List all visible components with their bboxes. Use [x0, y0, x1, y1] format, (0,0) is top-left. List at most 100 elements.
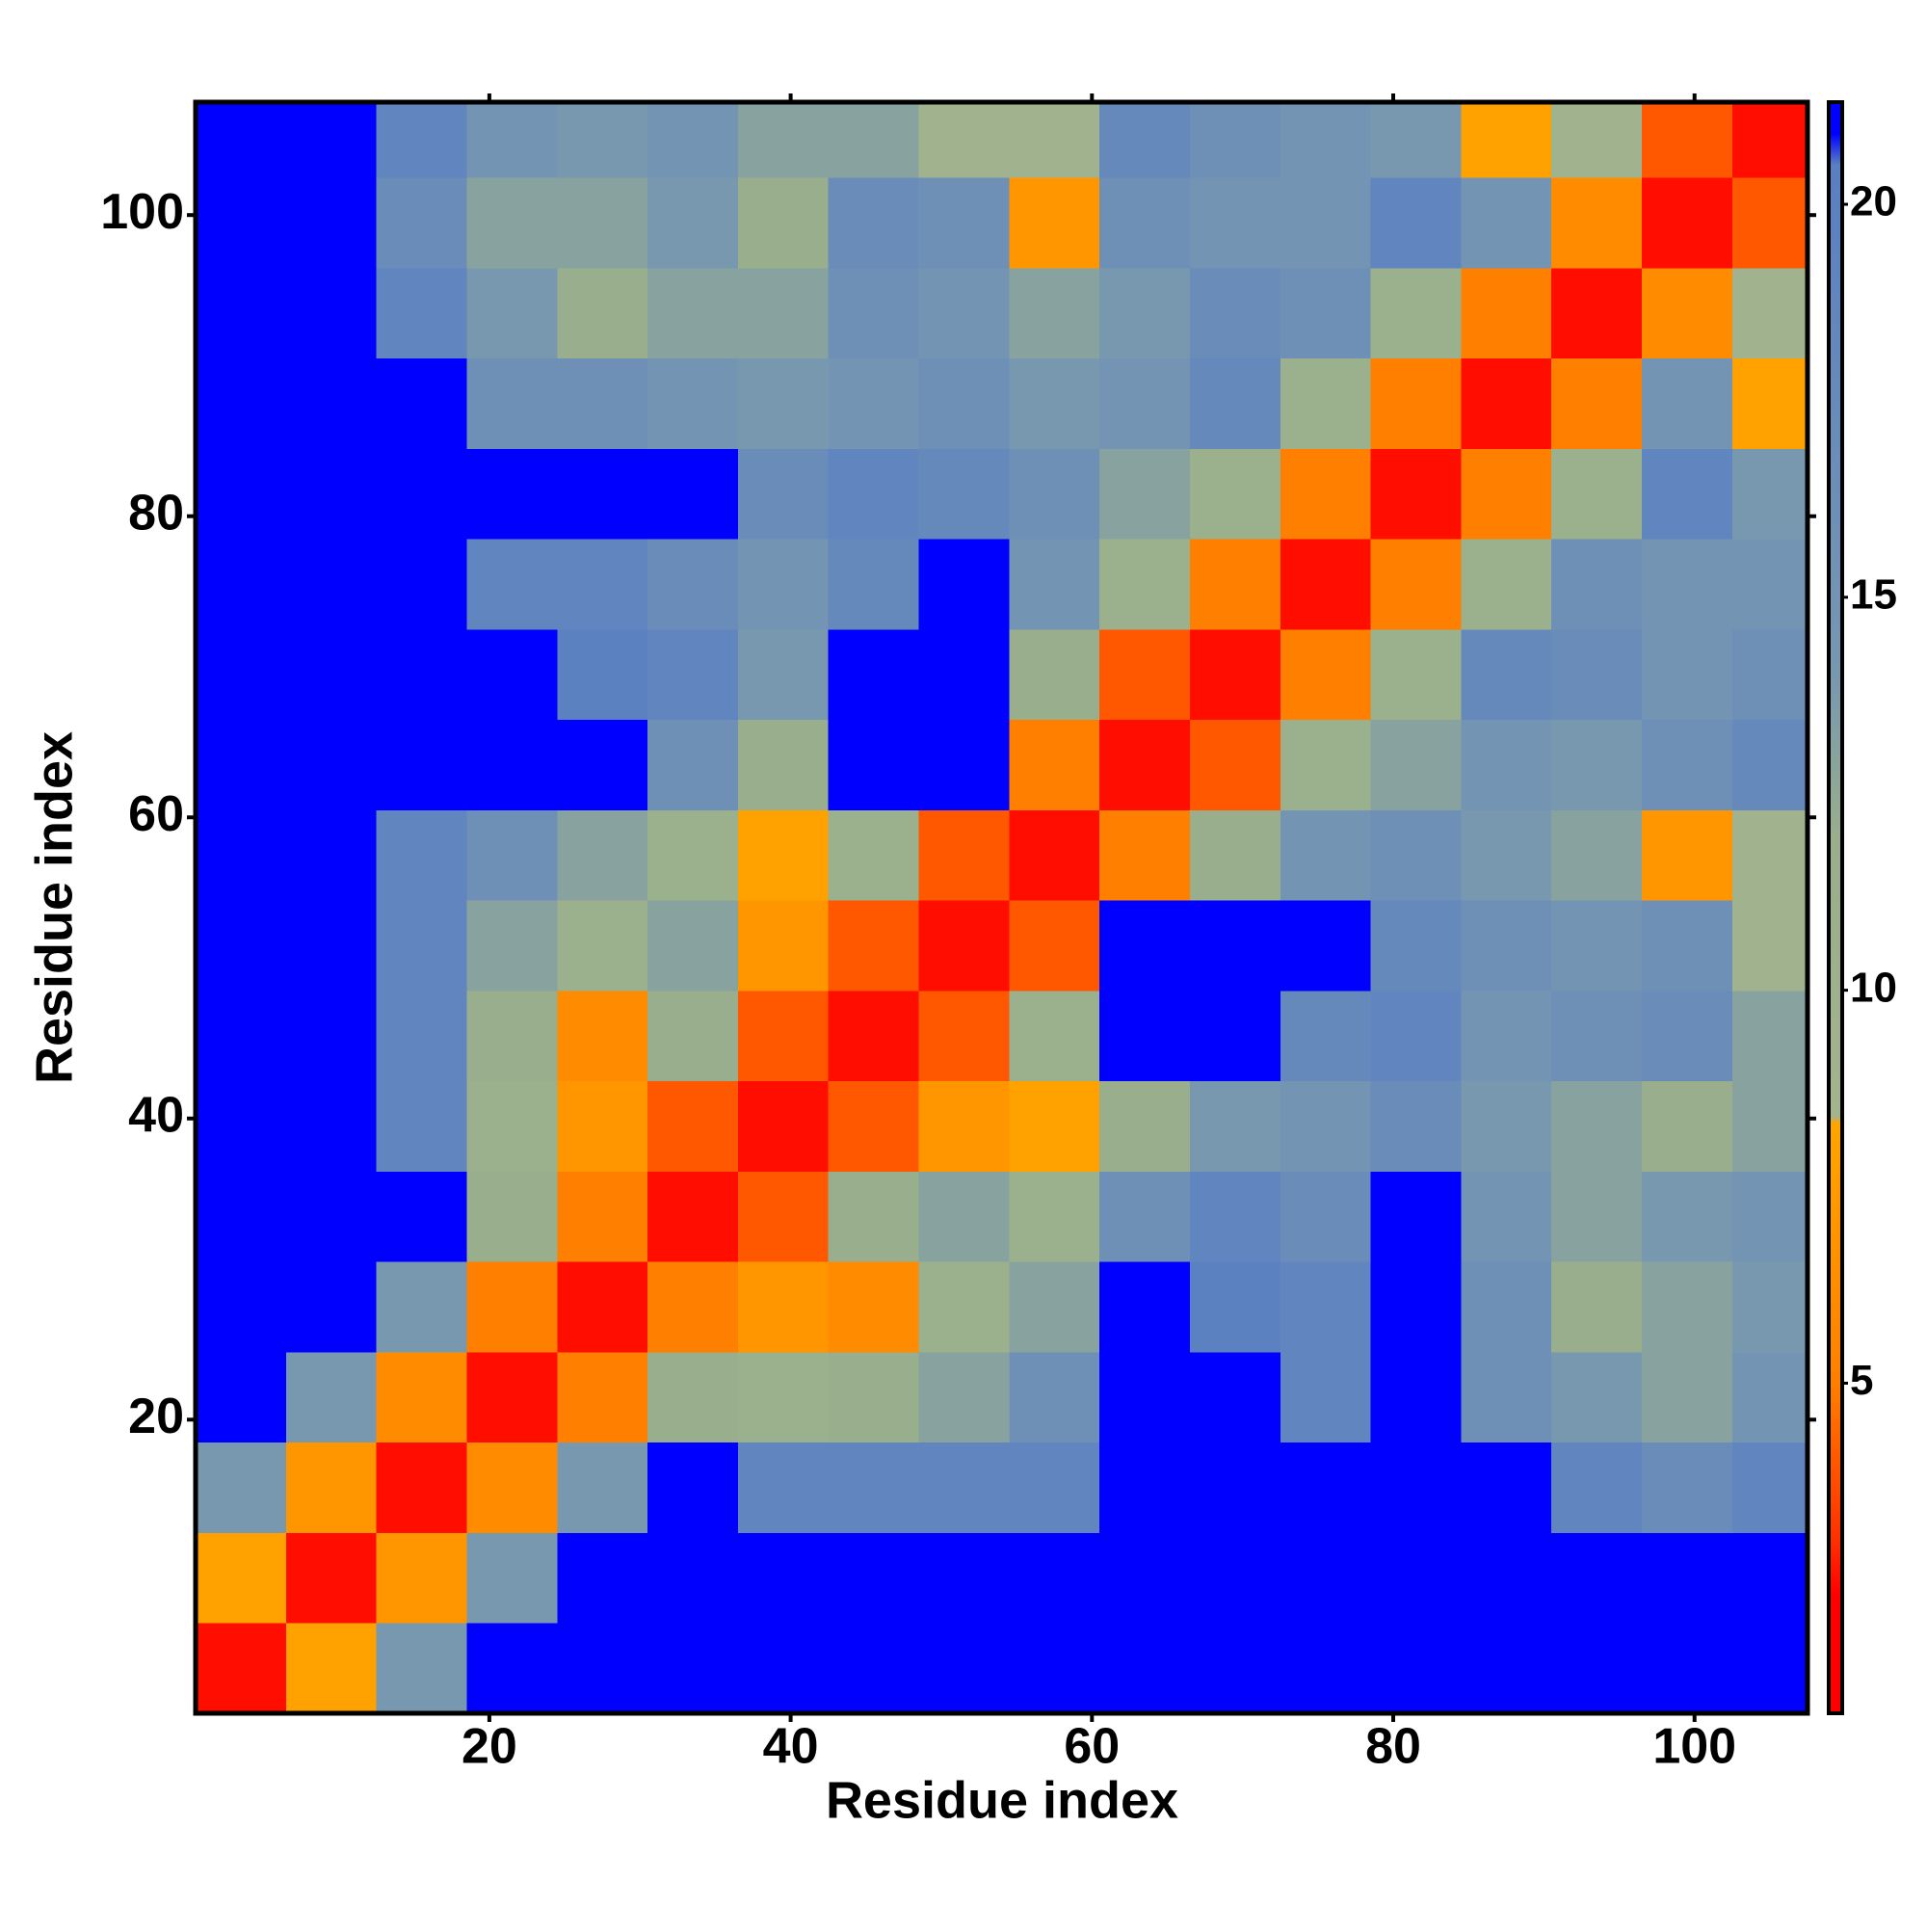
heatmap-cell	[647, 990, 739, 1082]
x-tick-label: 20	[462, 1719, 517, 1775]
heatmap-cell	[737, 448, 830, 540]
heatmap-cell	[1370, 628, 1462, 721]
heatmap-cell	[285, 1623, 378, 1714]
heatmap-cell	[1551, 1261, 1643, 1353]
heatmap-cell	[466, 102, 558, 178]
heatmap-cell	[828, 267, 920, 359]
heatmap-cell	[1551, 1442, 1643, 1533]
heatmap-cell	[828, 539, 920, 630]
heatmap-cell	[466, 719, 558, 810]
heatmap-cell	[557, 719, 648, 810]
heatmap-cell	[1099, 102, 1191, 178]
heatmap-cell	[1189, 102, 1281, 178]
heatmap-cell	[196, 628, 287, 721]
heatmap-cell	[557, 177, 648, 269]
heatmap-cell	[1370, 357, 1462, 449]
heatmap-cell	[1370, 1532, 1462, 1624]
heatmap-cell	[1370, 1442, 1462, 1533]
heatmap-cell	[376, 448, 467, 540]
heatmap-cell	[1009, 1171, 1100, 1262]
heatmap-cell	[376, 177, 467, 269]
heatmap-cell	[1731, 719, 1808, 810]
heatmap-cell	[557, 990, 648, 1082]
heatmap-cell	[737, 809, 830, 901]
heatmap-cell	[828, 1442, 920, 1533]
heatmap-cell	[1731, 628, 1808, 721]
heatmap-cell	[285, 900, 378, 992]
heatmap-cell	[647, 177, 739, 269]
heatmap-cell	[1731, 102, 1808, 178]
heatmap-cell	[828, 448, 920, 540]
heatmap-cell	[1189, 539, 1281, 630]
heatmap-cell	[1099, 809, 1191, 901]
heatmap-cell	[196, 1532, 287, 1624]
heatmap-cell	[1461, 719, 1552, 810]
heatmap-cell	[196, 357, 287, 449]
heatmap-cell	[1731, 900, 1808, 992]
heatmap-cell	[1280, 539, 1372, 630]
y-tick-label: 60	[128, 786, 184, 842]
heatmap-cell	[1370, 1080, 1462, 1172]
heatmap-cell	[1099, 267, 1191, 359]
heatmap-cell	[1642, 448, 1733, 540]
heatmap-cell	[737, 267, 830, 359]
y-tick-label: 20	[128, 1389, 184, 1444]
heatmap-cell	[285, 719, 378, 810]
heatmap-cell	[1461, 539, 1552, 630]
y-tick-label: 80	[128, 485, 184, 541]
heatmap-cell	[918, 448, 1010, 540]
heatmap-cell	[285, 1261, 378, 1353]
heatmap-cell	[1731, 448, 1808, 540]
heatmap-cell	[1370, 1261, 1462, 1353]
colorbar-fill	[1827, 100, 1844, 1715]
heatmap-cell	[1189, 900, 1281, 992]
heatmap-cell	[918, 177, 1010, 269]
heatmap-cell	[285, 1442, 378, 1533]
heatmap-cell	[1099, 1442, 1191, 1533]
heatmap-cell	[1099, 1532, 1191, 1624]
heatmap-cell	[1551, 990, 1643, 1082]
heatmap-cell	[1189, 809, 1281, 901]
heatmap-cell	[647, 539, 739, 630]
heatmap-cell	[1009, 809, 1100, 901]
heatmap-cell	[376, 357, 467, 449]
heatmap-cell	[196, 1080, 287, 1172]
heatmap-cell	[737, 1080, 830, 1172]
heatmap-cell	[557, 1532, 648, 1624]
heatmap-cell	[1189, 1442, 1281, 1533]
heatmap-cell	[1099, 357, 1191, 449]
heatmap-cell	[737, 102, 830, 178]
heatmap-cell	[1642, 900, 1733, 992]
heatmap-cell	[285, 448, 378, 540]
colorbar-tick-label: 5	[1850, 1357, 1873, 1404]
heatmap-cell	[1642, 1261, 1733, 1353]
heatmap-cell	[1280, 267, 1372, 359]
heatmap-cell	[376, 1623, 467, 1714]
heatmap-cell	[285, 539, 378, 630]
heatmap-cell	[1731, 809, 1808, 901]
heatmap-cell	[285, 1080, 378, 1172]
heatmap-cell	[1731, 1261, 1808, 1353]
heatmap-cell	[1009, 177, 1100, 269]
heatmap-cell	[737, 1623, 830, 1714]
heatmap-cell	[1642, 809, 1733, 901]
heatmap-cell	[1642, 628, 1733, 721]
heatmap-cell	[1461, 809, 1552, 901]
heatmap-cell	[737, 177, 830, 269]
heatmap-cell	[466, 539, 558, 630]
heatmap-cell	[1461, 357, 1552, 449]
y-tick-label: 100	[100, 184, 184, 240]
heatmap-cell	[466, 1261, 558, 1353]
colorbar: 5 10 15 20	[1827, 100, 1897, 1715]
heatmap-cell	[466, 990, 558, 1082]
heatmap-cell	[1461, 448, 1552, 540]
axes: 20 40 60 80 100 20 40 60 80 100	[100, 93, 1816, 1775]
heatmap-cell	[1551, 177, 1643, 269]
heatmap-cell	[376, 1442, 467, 1533]
heatmap-cell	[1189, 267, 1281, 359]
heatmap-cell	[918, 1351, 1010, 1443]
heatmap-cell	[828, 628, 920, 721]
heatmap-cell	[1009, 1623, 1100, 1714]
heatmap-cell	[1642, 357, 1733, 449]
